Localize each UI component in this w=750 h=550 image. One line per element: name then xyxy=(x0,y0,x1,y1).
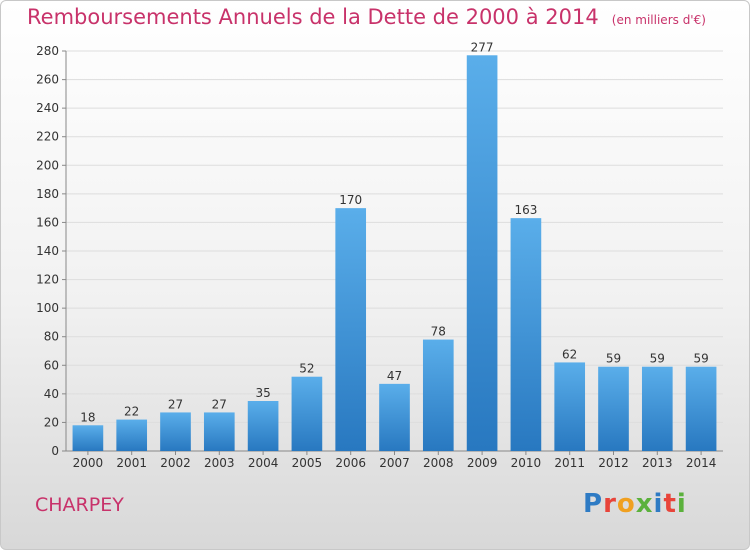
bar-2001 xyxy=(116,419,148,451)
data-label-2006: 170 xyxy=(339,193,362,207)
bar-2009 xyxy=(466,55,498,452)
logo-letter: i xyxy=(676,489,687,519)
y-tick-label: 220 xyxy=(36,130,59,144)
y-tick-label: 100 xyxy=(36,301,59,315)
y-tick-label: 260 xyxy=(36,73,59,87)
x-tick-label-2014: 2014 xyxy=(686,456,717,470)
bar-2014 xyxy=(685,366,717,451)
x-tick-label-2013: 2013 xyxy=(642,456,673,470)
y-tick-label: 40 xyxy=(44,387,59,401)
bar-2008 xyxy=(422,339,454,451)
y-tick-label: 240 xyxy=(36,101,59,115)
bar-2000 xyxy=(72,425,104,451)
data-label-2014: 59 xyxy=(693,352,708,366)
y-tick-label: 140 xyxy=(36,244,59,258)
bar-2005 xyxy=(291,376,323,451)
data-label-2008: 78 xyxy=(431,325,446,339)
x-tick-label-2005: 2005 xyxy=(292,456,323,470)
logo-letter: r xyxy=(603,489,617,519)
logo-letter: x xyxy=(635,489,654,519)
data-label-2011: 62 xyxy=(562,347,577,361)
data-label-2004: 35 xyxy=(255,386,270,400)
x-tick-label-2006: 2006 xyxy=(335,456,366,470)
x-tick-label-2000: 2000 xyxy=(73,456,104,470)
x-tick-label-2003: 2003 xyxy=(204,456,235,470)
logo-letter: o xyxy=(616,489,636,519)
logo-letter: t xyxy=(663,489,677,519)
x-tick-label-2008: 2008 xyxy=(423,456,454,470)
data-label-2000: 18 xyxy=(80,410,95,424)
data-label-2001: 22 xyxy=(124,405,139,419)
logo-letter: i xyxy=(653,489,664,519)
bar-2006 xyxy=(335,208,367,451)
data-label-2007: 47 xyxy=(387,369,402,383)
x-tick-label-2007: 2007 xyxy=(379,456,410,470)
y-tick-label: 120 xyxy=(36,273,59,287)
bar-2012 xyxy=(598,366,629,451)
bar-2011 xyxy=(554,362,586,451)
data-label-2012: 59 xyxy=(606,352,621,366)
label-layer: 18 22 27 27 35 52 170 47 78 277 163 62 59 59 59 xyxy=(80,40,708,424)
y-tick-label: 0 xyxy=(51,444,59,458)
y-tick-label: 20 xyxy=(44,415,59,429)
bar-2010 xyxy=(510,218,542,451)
y-tick-label: 80 xyxy=(44,330,59,344)
x-tick-label-2004: 2004 xyxy=(248,456,279,470)
y-tick-label: 200 xyxy=(36,158,59,172)
x-tick-label-2010: 2010 xyxy=(511,456,542,470)
data-label-2003: 27 xyxy=(212,397,227,411)
x-tick-label-2009: 2009 xyxy=(467,456,498,470)
bar-layer xyxy=(72,55,717,452)
data-label-2009: 277 xyxy=(471,40,494,54)
commune-name: CHARPEY xyxy=(35,494,124,516)
data-label-2010: 163 xyxy=(514,203,537,217)
bar-2007 xyxy=(379,383,410,451)
chart-subtitle: (en milliers d'€) xyxy=(611,13,706,27)
title-row: Remboursements Annuels de la Dette de 20… xyxy=(27,5,706,29)
y-tick-label: 280 xyxy=(36,44,59,58)
bar-2013 xyxy=(641,366,673,451)
bar-2002 xyxy=(160,412,191,451)
bar-2004 xyxy=(247,401,279,451)
data-label-2002: 27 xyxy=(168,397,183,411)
data-label-2013: 59 xyxy=(650,352,665,366)
logo-letter: P xyxy=(583,489,604,519)
data-label-2005: 52 xyxy=(299,362,314,376)
chart-title: Remboursements Annuels de la Dette de 20… xyxy=(27,5,599,29)
x-tick-label-2001: 2001 xyxy=(116,456,147,470)
x-tick-label-2011: 2011 xyxy=(554,456,585,470)
y-tick-label: 160 xyxy=(36,215,59,229)
x-tick-label-2012: 2012 xyxy=(598,456,629,470)
proxiti-logo[interactable]: Proxiti xyxy=(583,489,687,519)
x-tick-label-2002: 2002 xyxy=(160,456,191,470)
bar-2003 xyxy=(203,412,235,451)
y-tick-label: 60 xyxy=(44,358,59,372)
y-tick-label: 180 xyxy=(36,187,59,201)
